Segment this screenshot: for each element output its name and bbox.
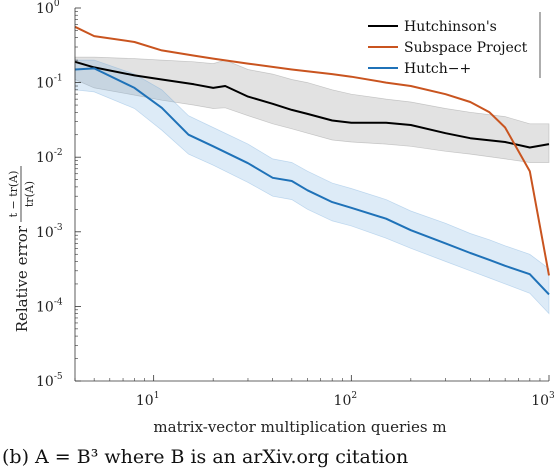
line-series-1	[74, 25, 550, 276]
y-axis-label-denominator: tr(A)	[23, 181, 36, 207]
y-tick-label: 10-5	[36, 372, 63, 390]
y-axis-label: Relative error t − tr(A) tr(A)	[7, 166, 36, 332]
series-lines	[74, 25, 550, 296]
x-axis-label: matrix-vector multiplication queries m	[153, 418, 446, 436]
axes: 101 102 103 100 10-1 10-2 10-3 10-4 10-5	[36, 0, 555, 409]
y-axis-label-text: Relative error	[13, 225, 31, 332]
legend: Hutchinson's Subspace Project Hutch−+	[368, 12, 541, 78]
y-tick-label: 10-2	[36, 148, 63, 166]
y-tick-label: 10-1	[36, 74, 63, 92]
x-tick-label: 102	[334, 391, 358, 409]
legend-label-2: Hutch−+	[404, 61, 471, 77]
line-series-0	[74, 60, 550, 149]
figure-caption: (b) A = B³ where B is an arXiv.org citat…	[2, 446, 409, 468]
x-tick-label: 103	[531, 391, 555, 409]
band-series-2	[74, 59, 550, 315]
x-tick-label: 101	[136, 391, 160, 409]
line-series-2	[74, 67, 550, 296]
y-tick-label: 100	[36, 0, 60, 17]
y-axis-label-numerator: t − tr(A)	[7, 171, 20, 218]
y-tick-label: 10-3	[36, 223, 63, 241]
legend-label-0: Hutchinson's	[404, 19, 497, 35]
legend-label-1: Subspace Project	[404, 40, 528, 56]
y-tick-label: 10-4	[36, 297, 63, 315]
